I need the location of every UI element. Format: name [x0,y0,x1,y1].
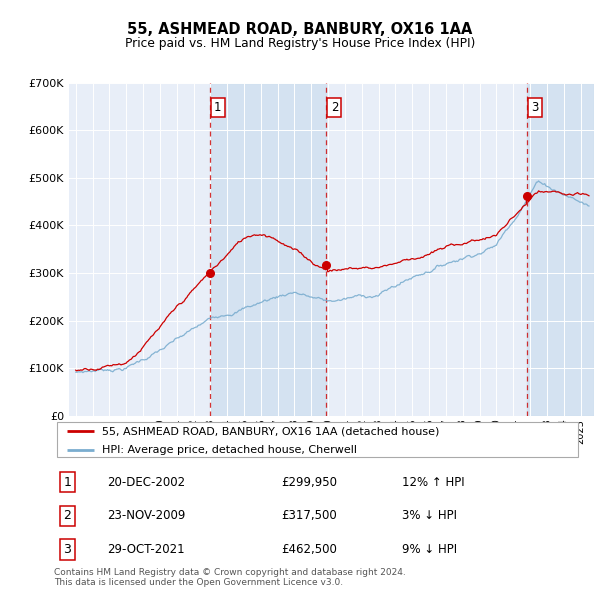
Text: 55, ASHMEAD ROAD, BANBURY, OX16 1AA (detached house): 55, ASHMEAD ROAD, BANBURY, OX16 1AA (det… [101,426,439,436]
Text: 20-DEC-2002: 20-DEC-2002 [107,476,185,489]
Text: 1: 1 [214,101,221,114]
Text: HPI: Average price, detached house, Cherwell: HPI: Average price, detached house, Cher… [101,445,356,455]
Text: £317,500: £317,500 [281,509,337,522]
Text: £299,950: £299,950 [281,476,337,489]
Text: 3: 3 [63,543,71,556]
Bar [210,83,326,416]
Bar [527,83,594,416]
Text: 55, ASHMEAD ROAD, BANBURY, OX16 1AA: 55, ASHMEAD ROAD, BANBURY, OX16 1AA [127,22,473,37]
Text: 2: 2 [331,101,338,114]
Text: 23-NOV-2009: 23-NOV-2009 [107,509,185,522]
Text: 3% ↓ HPI: 3% ↓ HPI [403,509,457,522]
Text: 12% ↑ HPI: 12% ↑ HPI [403,476,465,489]
Text: 9% ↓ HPI: 9% ↓ HPI [403,543,458,556]
Text: 29-OCT-2021: 29-OCT-2021 [107,543,184,556]
Text: 3: 3 [532,101,539,114]
FancyBboxPatch shape [56,422,578,457]
Text: Contains HM Land Registry data © Crown copyright and database right 2024.
This d: Contains HM Land Registry data © Crown c… [54,568,406,587]
Text: 1: 1 [63,476,71,489]
Text: 2: 2 [63,509,71,522]
Text: Price paid vs. HM Land Registry's House Price Index (HPI): Price paid vs. HM Land Registry's House … [125,37,475,50]
Text: £462,500: £462,500 [281,543,337,556]
